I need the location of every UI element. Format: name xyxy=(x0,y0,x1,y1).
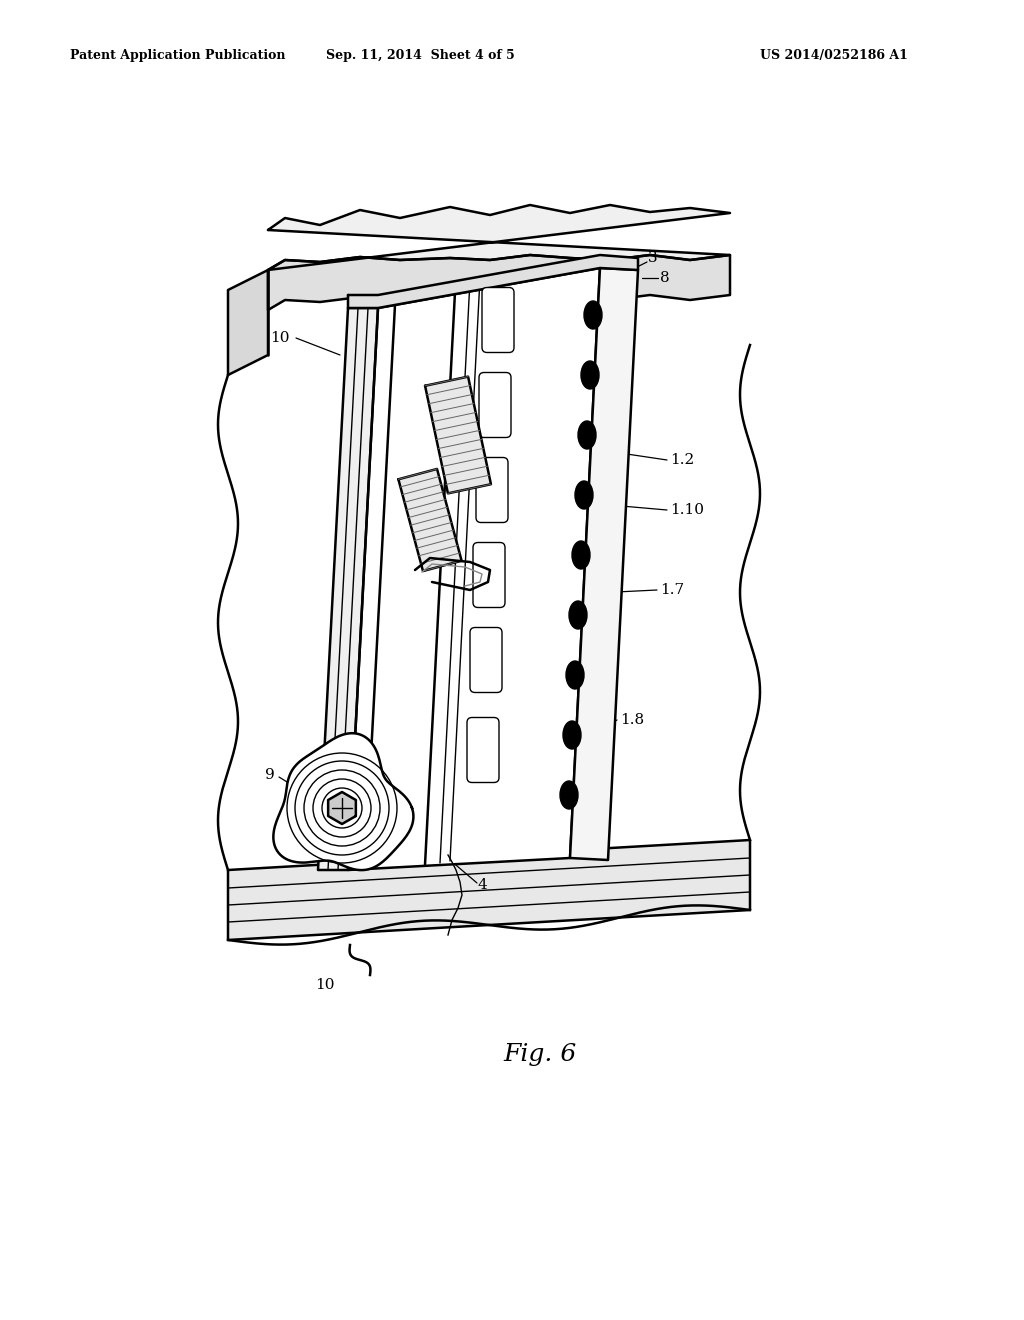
Ellipse shape xyxy=(581,360,599,389)
Text: 1: 1 xyxy=(369,550,378,565)
Text: 10: 10 xyxy=(270,331,290,345)
Polygon shape xyxy=(570,268,638,861)
Ellipse shape xyxy=(578,421,596,449)
Ellipse shape xyxy=(569,601,587,630)
Polygon shape xyxy=(268,255,730,310)
Text: 4: 4 xyxy=(478,878,487,892)
Text: Fig. 6: Fig. 6 xyxy=(504,1044,577,1067)
FancyBboxPatch shape xyxy=(482,288,514,352)
Polygon shape xyxy=(228,271,268,375)
Text: 1.6: 1.6 xyxy=(331,638,355,652)
Polygon shape xyxy=(328,792,356,824)
Polygon shape xyxy=(348,255,638,308)
Text: Sep. 11, 2014  Sheet 4 of 5: Sep. 11, 2014 Sheet 4 of 5 xyxy=(326,49,514,62)
Polygon shape xyxy=(228,840,750,940)
Text: 3: 3 xyxy=(648,251,657,265)
Ellipse shape xyxy=(566,661,584,689)
Text: Patent Application Publication: Patent Application Publication xyxy=(70,49,286,62)
Ellipse shape xyxy=(563,721,581,748)
Ellipse shape xyxy=(560,781,578,809)
FancyBboxPatch shape xyxy=(479,372,511,437)
FancyBboxPatch shape xyxy=(467,718,499,783)
FancyBboxPatch shape xyxy=(473,543,505,607)
Text: 1.2: 1.2 xyxy=(670,453,694,467)
Text: US 2014/0252186 A1: US 2014/0252186 A1 xyxy=(760,49,908,62)
Polygon shape xyxy=(425,376,490,494)
Text: 9: 9 xyxy=(265,768,275,781)
Text: 1.8: 1.8 xyxy=(620,713,644,727)
Polygon shape xyxy=(348,268,600,870)
Polygon shape xyxy=(268,205,730,271)
Polygon shape xyxy=(398,469,462,572)
Text: 1.7: 1.7 xyxy=(660,583,684,597)
Polygon shape xyxy=(318,308,378,870)
Text: 10: 10 xyxy=(315,978,335,993)
FancyBboxPatch shape xyxy=(476,458,508,523)
Ellipse shape xyxy=(572,541,590,569)
Ellipse shape xyxy=(575,480,593,510)
Text: 8: 8 xyxy=(660,271,670,285)
Text: 1.7: 1.7 xyxy=(344,593,368,607)
Polygon shape xyxy=(273,733,414,870)
Text: 1.9: 1.9 xyxy=(362,407,387,420)
FancyBboxPatch shape xyxy=(470,627,502,693)
Ellipse shape xyxy=(584,301,602,329)
Text: 1.10: 1.10 xyxy=(670,503,705,517)
Text: 1.9: 1.9 xyxy=(360,483,385,498)
